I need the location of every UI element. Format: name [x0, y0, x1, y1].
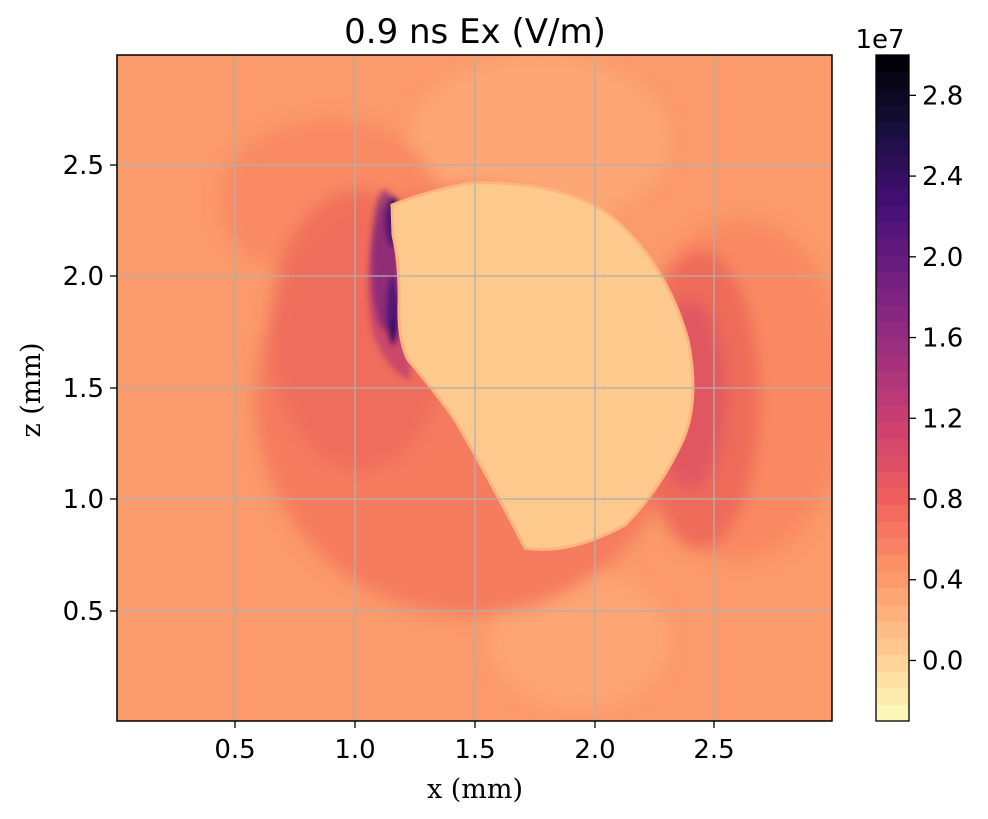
chart-title: 0.9 ns Ex (V/m) — [344, 12, 606, 52]
y-tick-label: 2.5 — [63, 151, 104, 181]
colorbar-tick-label: 0.8 — [922, 485, 963, 515]
colorbar-band — [876, 304, 909, 322]
x-axis: 0.5 1.0 1.5 2.0 2.5 x (mm) — [214, 721, 735, 805]
colorbar-band — [876, 221, 909, 239]
colorbar-tick-label: 2.4 — [922, 162, 963, 192]
colorbar-band — [876, 404, 909, 422]
colorbar-band — [876, 421, 909, 439]
colorbar-tick-label: 1.6 — [922, 324, 963, 354]
colorbar-band — [876, 388, 909, 406]
colorbar-band — [876, 254, 909, 273]
colorbar-band — [876, 437, 909, 456]
colorbar-band — [876, 654, 909, 672]
y-tick-label: 1.5 — [63, 374, 104, 404]
colorbar-multiplier: 1e7 — [855, 25, 904, 55]
colorbar-band — [876, 587, 909, 606]
x-tick-label: 1.0 — [334, 735, 375, 765]
colorbar-band — [876, 171, 909, 189]
colorbar-band — [876, 471, 909, 489]
colorbar-band — [876, 604, 909, 622]
colorbar-band — [876, 354, 909, 372]
x-tick-label: 1.5 — [454, 735, 495, 765]
colorbar-tick-label: 2.0 — [922, 243, 963, 273]
colorbar-band — [876, 371, 909, 389]
y-tick-label: 1.0 — [63, 485, 104, 515]
colorbar-tick-label: 0.4 — [922, 566, 963, 596]
colorbar-band — [876, 55, 909, 73]
body-interior — [390, 181, 695, 551]
colorbar-band — [876, 154, 909, 173]
colorbar-tick-label: 0.0 — [922, 646, 963, 676]
colorbar-band — [876, 321, 909, 339]
colorbar-band — [876, 71, 909, 89]
colorbar-band — [876, 454, 909, 472]
y-tick-label: 2.0 — [63, 262, 104, 292]
colorbar-band — [876, 238, 909, 256]
colorbar-band — [876, 271, 909, 289]
y-axis-label: z (mm) — [16, 342, 47, 437]
colorbar-ticks: 0.0 0.4 0.8 1.2 1.6 2.0 2.4 2.8 — [909, 81, 963, 676]
colorbar-band — [876, 88, 909, 106]
colorbar-band — [876, 621, 909, 639]
colorbar-frame — [875, 54, 910, 722]
colorbar-band — [876, 204, 909, 223]
colorbar-band — [876, 537, 909, 556]
colorbar-band — [876, 671, 909, 689]
y-tick-label: 0.5 — [63, 597, 104, 627]
colorbar-band — [876, 138, 909, 156]
colorbar-band — [876, 704, 909, 722]
colorbar-band — [876, 554, 909, 572]
colorbar-band — [876, 504, 909, 522]
colorbar-band — [876, 521, 909, 539]
colorbar-tick-label: 2.8 — [922, 81, 963, 111]
x-tick-label: 0.5 — [214, 735, 255, 765]
x-axis-label: x (mm) — [427, 774, 523, 805]
y-axis: 0.5 1.0 1.5 2.0 2.5 z (mm) — [16, 151, 117, 627]
colorbar-band — [876, 338, 909, 356]
colorbar-band — [876, 188, 909, 206]
colorbar-band — [876, 288, 909, 306]
colorbar-tick-label: 1.2 — [922, 404, 963, 434]
colorbar: 0.0 0.4 0.8 1.2 1.6 2.0 2.4 2.8 1e7 — [855, 25, 963, 722]
colorbar-band — [876, 637, 909, 655]
x-tick-label: 2.5 — [693, 735, 734, 765]
x-tick-label: 2.0 — [574, 735, 615, 765]
colorbar-band — [876, 571, 909, 589]
lower-lobe — [490, 570, 670, 710]
colorbar-band — [876, 104, 909, 123]
colorbar-band — [876, 121, 909, 139]
colorbar-band — [876, 487, 909, 506]
colorbar-band — [876, 687, 909, 705]
colorbar-bands — [876, 55, 909, 722]
grid — [117, 55, 832, 721]
